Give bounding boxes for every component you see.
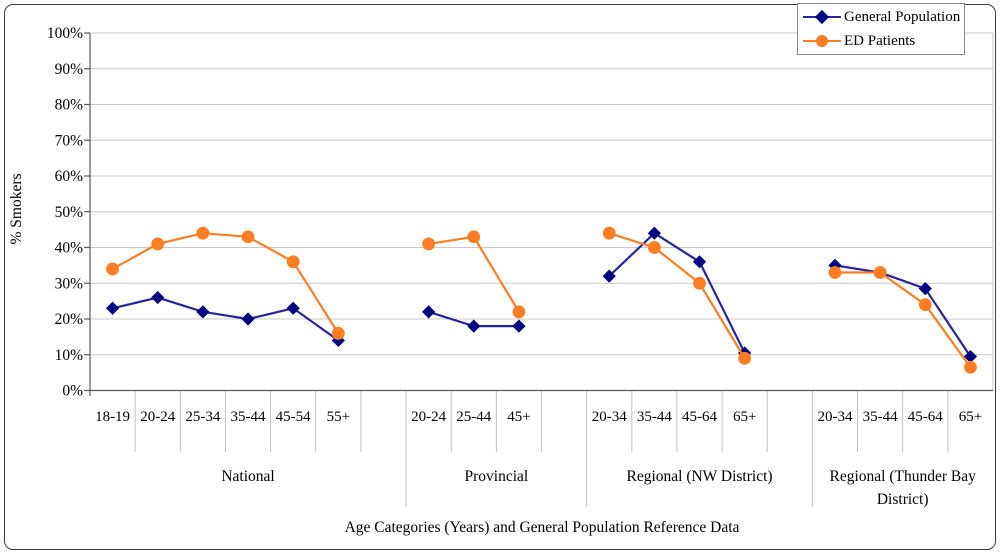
y-tick-label: 70%: [55, 132, 84, 149]
legend-item-ed-patients: ED Patients: [798, 30, 964, 52]
circle-marker-icon: [828, 266, 842, 279]
category-label: 45-64: [682, 409, 717, 425]
y-tick-label: 80%: [55, 97, 84, 114]
y-tick-label: 20%: [55, 311, 84, 328]
series-line-general-population: [608, 231, 746, 354]
circle-marker-icon: [106, 262, 119, 276]
y-tick-label: 40%: [55, 240, 84, 257]
circle-marker-icon: [331, 326, 345, 340]
diamond-marker-icon: [105, 301, 120, 315]
category-label: 35-44: [637, 409, 672, 425]
group-label: Provincial: [464, 468, 528, 485]
circle-marker-icon: [422, 237, 436, 251]
series-line-ed-patients: [112, 232, 340, 334]
category-label: 20-24: [411, 409, 446, 425]
diamond-marker-icon: [963, 349, 978, 364]
category-label: 20-34: [592, 409, 627, 425]
group-label: National: [221, 468, 274, 485]
category-label: 35-44: [863, 409, 898, 425]
category-label: 35-44: [231, 409, 266, 425]
category-label: 25-44: [456, 409, 491, 425]
x-axis-title: Age Categories (Years) and General Popul…: [344, 519, 740, 536]
circle-marker-icon: [196, 226, 210, 240]
diamond-marker-icon: [196, 305, 210, 319]
legend: General Population ED Patients: [797, 3, 965, 55]
diamond-marker-icon: [602, 269, 616, 283]
diamond-marker-icon: [918, 282, 932, 296]
series-line-ed-patients: [428, 235, 520, 313]
circle-marker-icon: [467, 230, 481, 244]
category-label: 18-19: [95, 409, 130, 425]
category-label: 65+: [959, 409, 982, 425]
circle-marker-icon: [286, 255, 300, 269]
legend-label: General Population: [844, 8, 961, 25]
y-tick-label: 50%: [55, 204, 84, 221]
y-tick-label: 0%: [62, 383, 83, 400]
legend-label: ED Patients: [844, 32, 916, 49]
category-label: 20-24: [140, 409, 175, 425]
y-tick-label: 60%: [55, 168, 84, 185]
circle-marker-icon: [738, 351, 752, 365]
category-label: 45-54: [276, 409, 311, 425]
diamond-marker-icon: [331, 333, 345, 348]
group-label: District): [877, 491, 929, 508]
category-label: 45-64: [908, 409, 943, 425]
diamond-marker-icon: [512, 319, 526, 333]
series-line-general-population: [112, 296, 339, 342]
circle-marker-icon: [602, 226, 616, 240]
diamond-marker-icon: [647, 226, 661, 240]
circle-marker-icon: [512, 305, 526, 319]
category-label: 20-34: [817, 409, 852, 425]
diamond-marker-icon: [241, 312, 255, 326]
y-tick-label: 10%: [55, 347, 84, 364]
group-label: Regional (Thunder Bay: [830, 468, 977, 485]
diamond-marker-icon: [798, 9, 844, 25]
y-tick-label: 100%: [47, 25, 83, 42]
circle-marker-icon: [964, 360, 977, 374]
circle-marker-icon: [873, 266, 887, 279]
y-axis-title: % Smokers: [8, 173, 25, 245]
circle-marker-icon: [918, 298, 932, 312]
y-tick-label: 90%: [55, 61, 84, 78]
series-line-general-population: [834, 264, 972, 358]
diamond-marker-icon: [286, 301, 300, 315]
series-line-ed-patients: [834, 271, 972, 368]
circle-marker-icon: [151, 237, 165, 251]
circle-marker-icon: [647, 241, 661, 254]
diamond-marker-icon: [151, 290, 165, 305]
diamond-marker-icon: [467, 319, 481, 333]
circle-marker-icon: [241, 230, 255, 244]
circle-marker-icon: [798, 33, 844, 49]
legend-item-general-population: General Population: [798, 6, 964, 28]
group-label: Regional (NW District): [626, 468, 772, 485]
diamond-marker-icon: [422, 305, 436, 319]
category-label: 65+: [733, 409, 756, 425]
circle-marker-icon: [693, 276, 706, 290]
diamond-marker-icon: [692, 255, 707, 269]
category-label: 45+: [507, 409, 530, 425]
category-label: 25-34: [185, 409, 220, 425]
category-label: 55+: [327, 409, 350, 425]
series-line-ed-patients: [608, 232, 746, 359]
y-tick-label: 30%: [55, 275, 84, 292]
